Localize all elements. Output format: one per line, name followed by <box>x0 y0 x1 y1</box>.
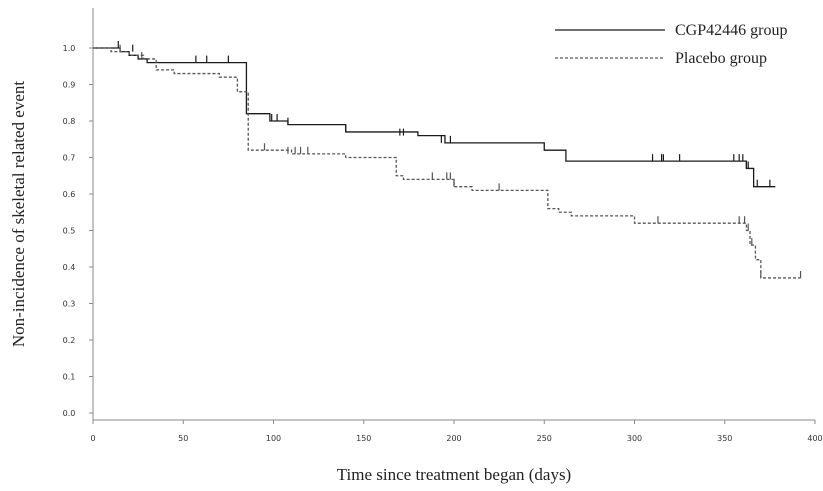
y-tick-label: 1.0 <box>63 44 76 53</box>
x-tick-label: 250 <box>537 434 552 443</box>
x-tick-label: 150 <box>356 434 371 443</box>
series-line-placebo <box>93 47 801 279</box>
y-tick-label: 0.1 <box>63 373 76 382</box>
y-tick-label: 0.6 <box>63 190 76 199</box>
x-tick-label: 50 <box>178 434 188 443</box>
x-tick-label: 100 <box>266 434 281 443</box>
x-tick-label: 0 <box>90 434 95 443</box>
legend-label-treatment: CGP42446 group <box>675 22 787 39</box>
x-tick-label: 300 <box>627 434 642 443</box>
legend: CGP42446 group Placebo group <box>555 22 787 67</box>
x-tick-label: 350 <box>717 434 732 443</box>
series-layer <box>93 41 802 279</box>
axes <box>92 8 815 421</box>
x-axis-title: Time since treatment began (days) <box>337 465 571 484</box>
y-tick-label: 0.7 <box>63 154 76 163</box>
legend-label-placebo: Placebo group <box>675 50 767 67</box>
y-tick-label: 0.8 <box>63 117 76 126</box>
y-tick-label: 0.0 <box>63 409 76 418</box>
x-ticks: 0 50 100 150 200 250 300 350 400 <box>90 420 823 443</box>
series-line-treatment <box>93 47 776 188</box>
y-tick-label: 0.4 <box>63 263 76 272</box>
y-axis-title: Non-incidence of skeletal related event <box>9 81 28 347</box>
x-tick-label: 400 <box>807 434 822 443</box>
y-tick-label: 0.2 <box>63 336 76 345</box>
y-tick-label: 0.3 <box>63 300 76 309</box>
y-tick-label: 0.9 <box>63 81 76 90</box>
x-tick-label: 200 <box>446 434 461 443</box>
y-tick-label: 0.5 <box>63 227 76 236</box>
y-ticks: 0.0 0.1 0.2 0.3 0.4 0.5 0.6 0.7 0.8 0.9 1.0 <box>63 44 93 418</box>
